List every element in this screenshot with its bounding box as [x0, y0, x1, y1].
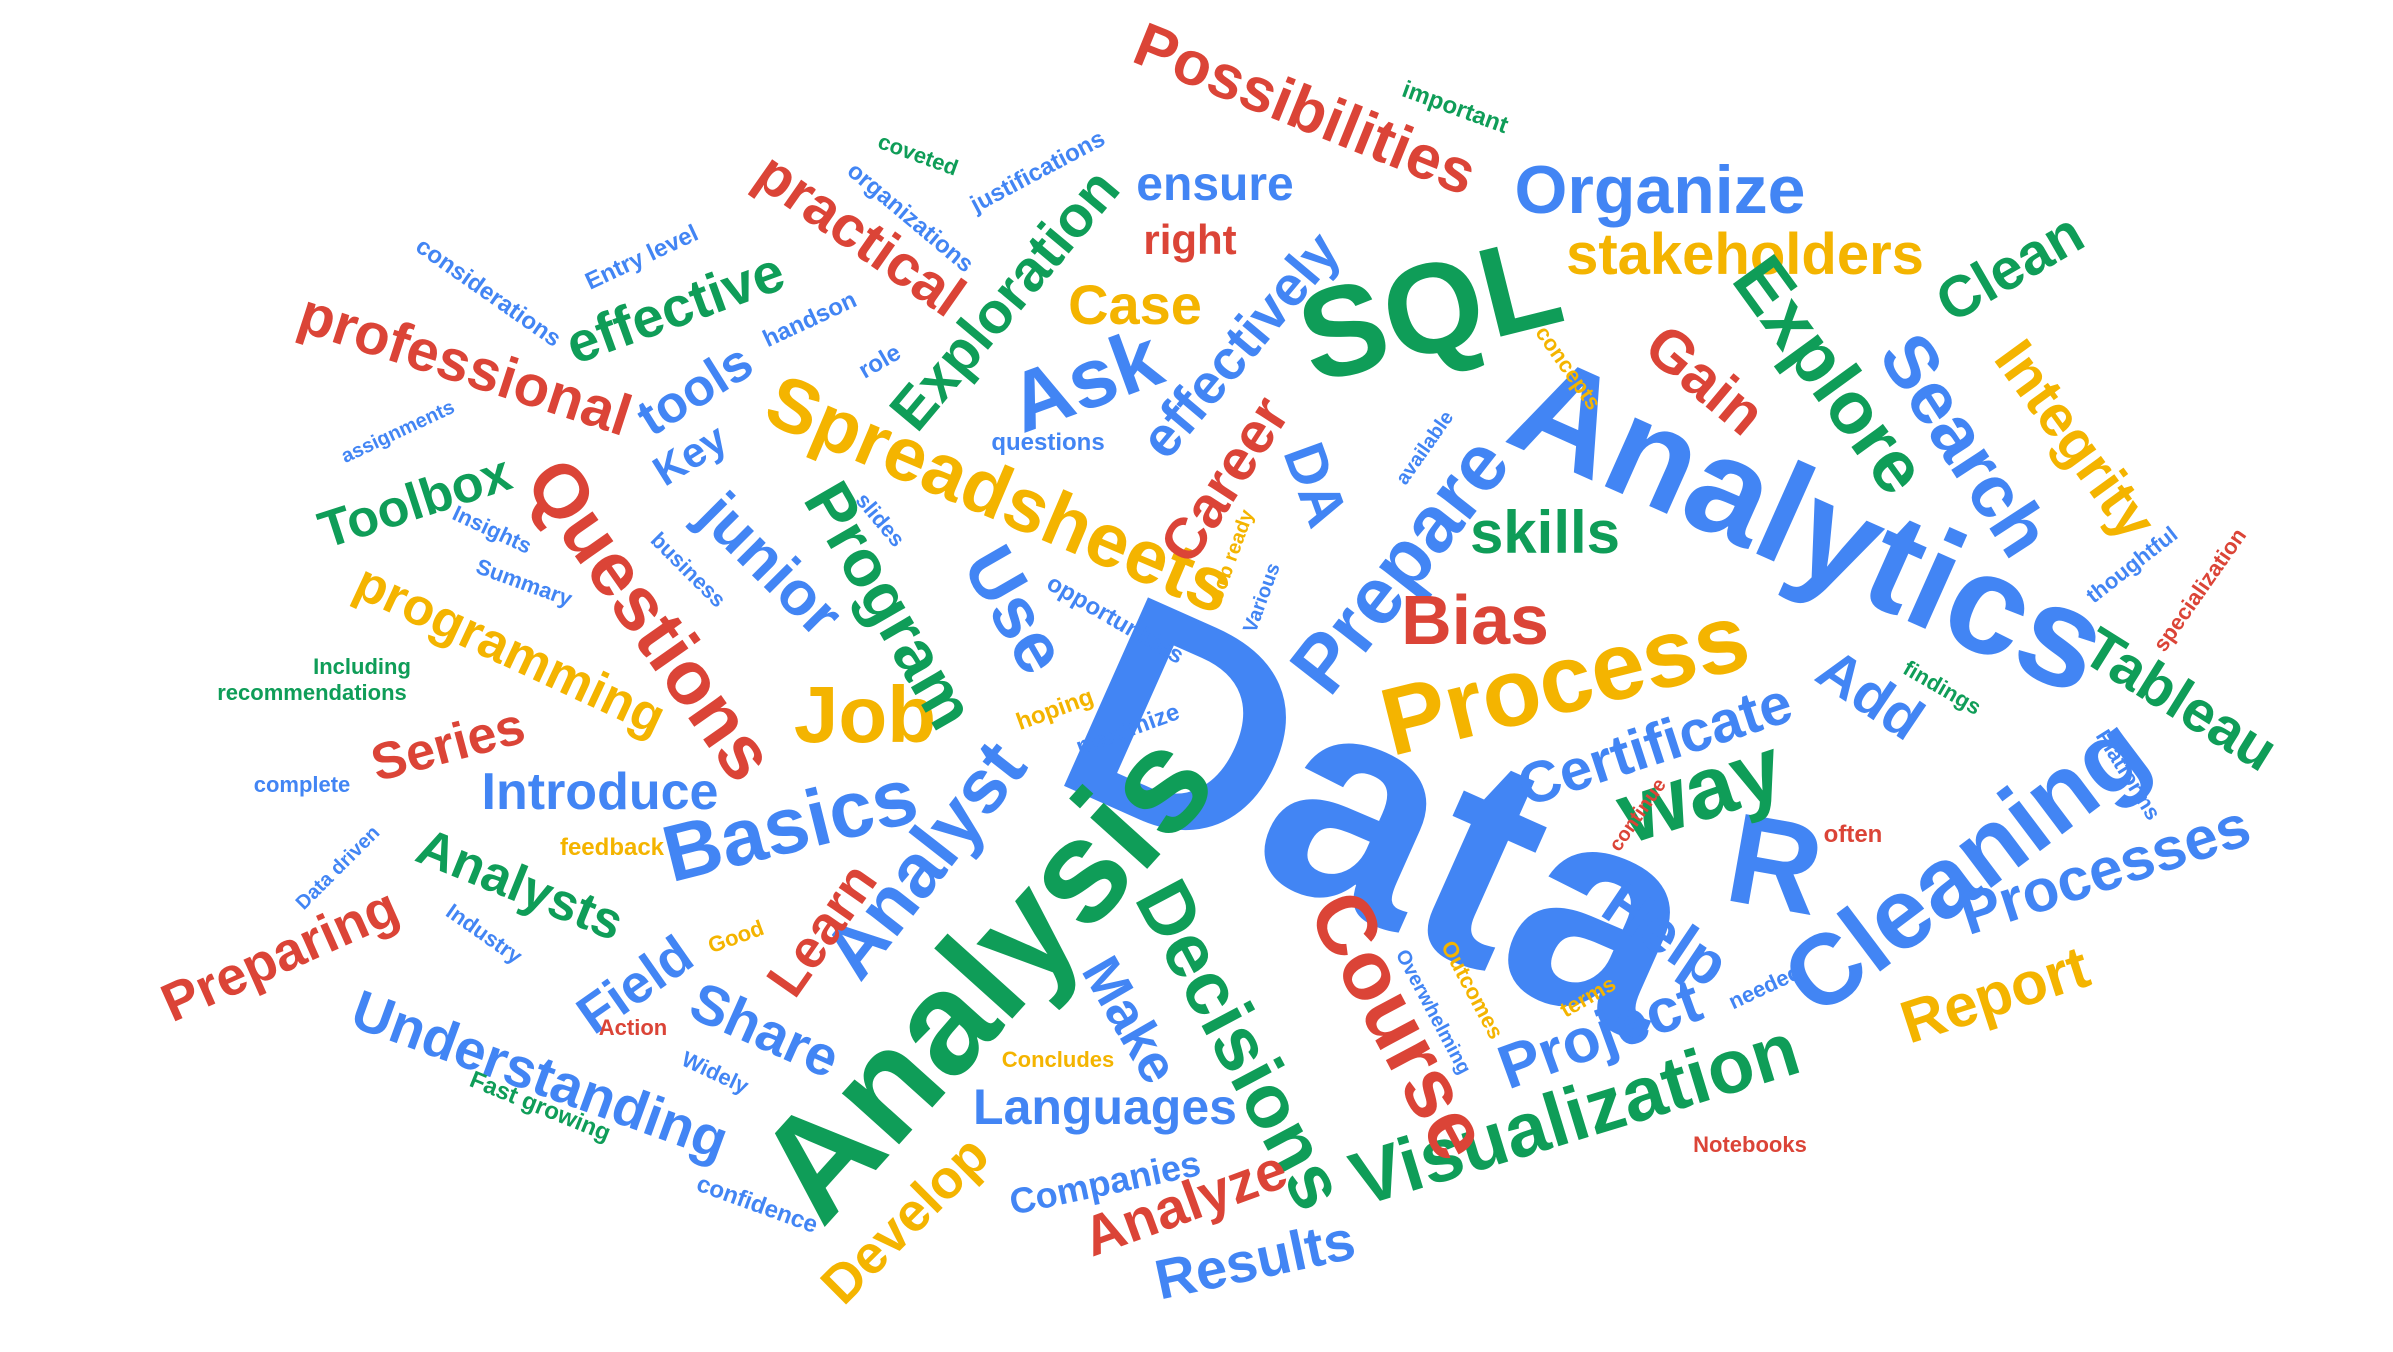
word-action: Action — [598, 1015, 668, 1040]
word-stakeholders: stakeholders — [1566, 222, 1924, 287]
word-introduce: Introduce — [481, 763, 719, 821]
word-bias: Bias — [1401, 581, 1549, 659]
word-including: Including — [313, 654, 411, 679]
word-case: Case — [1068, 273, 1202, 336]
word-recommendations: recommendations — [217, 680, 407, 705]
word-languages: Languages — [973, 1079, 1237, 1135]
word-effective: effective — [557, 239, 793, 376]
word-needed: needed — [1724, 958, 1805, 1015]
word-often: often — [1823, 821, 1883, 848]
word-ensure: ensure — [1136, 158, 1294, 211]
word-coveted: coveted — [874, 128, 962, 181]
word-good: Good — [704, 914, 768, 959]
word-understanding: Understanding — [343, 977, 737, 1172]
word-questions-small: questions — [991, 429, 1105, 456]
word-right: right — [1143, 216, 1237, 263]
word-feedback: feedback — [559, 834, 665, 861]
word-widely: Widely — [677, 1046, 753, 1099]
word-skills: skills — [1469, 499, 1621, 566]
word-clean: Clean — [1925, 199, 2095, 336]
word-assignments: assignments — [337, 396, 459, 468]
word-organize: Organize — [1514, 152, 1806, 228]
word-concludes: Concludes — [1001, 1047, 1115, 1072]
word-complete: complete — [253, 772, 351, 797]
word-notebooks: Notebooks — [1693, 1132, 1807, 1157]
word-da: DA — [1270, 434, 1361, 536]
word-job: Job — [793, 670, 937, 759]
